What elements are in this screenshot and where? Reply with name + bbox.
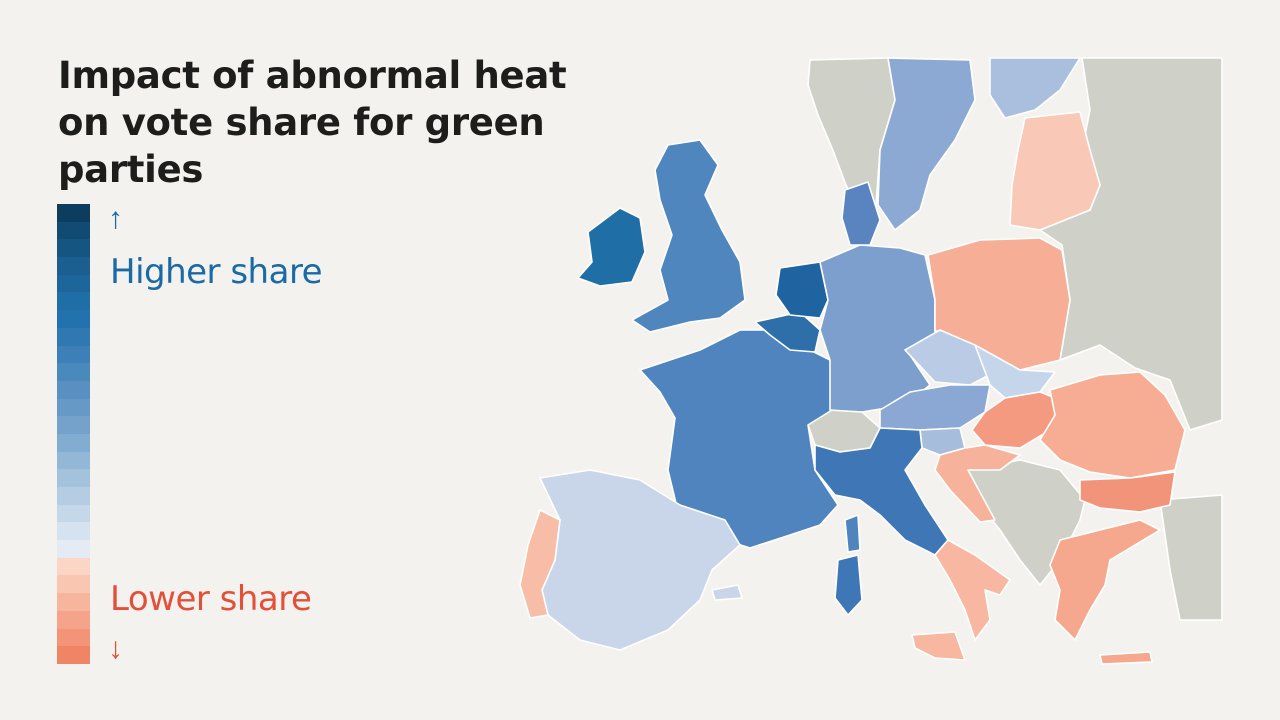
legend-swatch <box>57 557 90 576</box>
down-arrow-icon: ↓ <box>108 632 123 665</box>
region-sweden <box>877 57 976 231</box>
region-poland <box>927 237 1071 371</box>
legend-swatch <box>57 416 90 434</box>
region-italy-north <box>814 427 949 556</box>
region-greece <box>1049 519 1161 641</box>
color-scale-legend <box>57 204 90 664</box>
legend-swatch <box>57 345 90 364</box>
region-ireland <box>577 207 646 287</box>
legend-swatch <box>57 204 90 222</box>
legend-swatch <box>57 363 90 381</box>
legend-swatch <box>57 327 90 346</box>
region-netherlands <box>775 261 829 319</box>
legend-swatch <box>57 221 90 240</box>
legend-swatch <box>57 469 90 487</box>
legend-swatch <box>57 522 90 541</box>
legend-swatch <box>57 628 90 647</box>
region-balearics <box>711 584 743 601</box>
region-sicily <box>911 631 966 661</box>
legend-swatch <box>57 487 90 505</box>
legend-swatch <box>57 257 90 275</box>
legend-swatch <box>57 398 90 417</box>
legend-swatch <box>57 274 90 293</box>
region-sardinia <box>834 554 863 616</box>
region-united-kingdom <box>631 139 746 333</box>
legend-swatch <box>57 504 90 523</box>
region-turkey <box>1159 494 1223 621</box>
region-corsica <box>844 514 861 553</box>
legend-swatch <box>57 380 90 399</box>
legend-swatch <box>57 433 90 452</box>
legend-swatch <box>57 239 90 258</box>
legend-swatch <box>57 540 90 558</box>
legend-swatch <box>57 575 90 594</box>
legend-swatch <box>57 451 90 470</box>
region-germany <box>819 244 936 413</box>
lower-share-label: Lower share <box>110 579 312 619</box>
region-crete <box>1099 651 1153 665</box>
legend-swatch <box>57 292 90 311</box>
legend-swatch <box>57 310 90 328</box>
region-croatia <box>934 444 1021 523</box>
europe-choropleth-map <box>519 57 1223 665</box>
region-portugal <box>519 509 561 619</box>
higher-share-label: Higher share <box>110 252 323 292</box>
up-arrow-icon: ↑ <box>108 202 123 235</box>
region-finland <box>989 57 1081 119</box>
region-denmark <box>841 181 881 246</box>
region-baltics <box>1009 111 1101 231</box>
legend-swatch <box>57 593 90 611</box>
legend-swatch <box>57 646 90 664</box>
region-italy-south <box>934 539 1011 641</box>
legend-swatch <box>57 610 90 629</box>
region-bulgaria <box>1079 471 1176 513</box>
map-title: Impact of abnormal heat on vote share fo… <box>58 54 567 191</box>
region-romania <box>1039 371 1186 479</box>
